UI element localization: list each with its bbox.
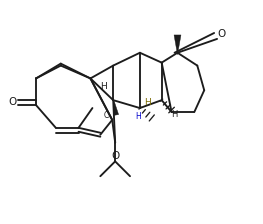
Text: H: H (100, 82, 107, 91)
Text: O: O (111, 151, 119, 162)
Text: H: H (171, 110, 178, 119)
Text: O: O (217, 29, 225, 39)
Text: H: H (144, 98, 151, 107)
Polygon shape (174, 35, 181, 55)
Polygon shape (113, 98, 119, 115)
Text: C: C (104, 112, 109, 121)
Text: H: H (135, 112, 141, 121)
Text: O: O (8, 97, 16, 107)
